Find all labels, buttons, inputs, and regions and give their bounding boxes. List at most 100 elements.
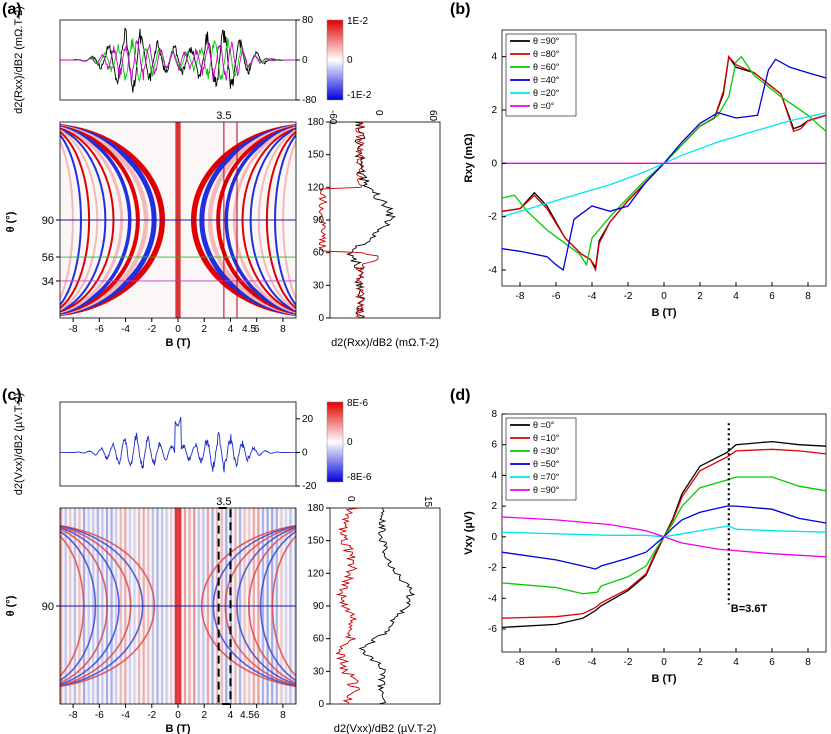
a-map-xlabel: B (T) xyxy=(165,337,190,349)
a-map-xtick-label: 4 xyxy=(228,324,234,335)
d-ytick-label: 8 xyxy=(491,409,497,420)
a-side-frame xyxy=(329,121,441,319)
c-map-marker-bottom: 4.5 xyxy=(240,710,254,721)
a-map-ytick-label: 90 xyxy=(42,215,54,227)
a-side-xtick-label: -60 xyxy=(327,110,338,125)
d-xtick-label: -8 xyxy=(516,657,525,668)
d-annotation-label: B=3.6T xyxy=(731,603,768,615)
b-xlabel: B (T) xyxy=(651,307,676,319)
a-side-xlabel: d2(Rxx)/dB2 (mΩ.T-2) xyxy=(331,337,439,349)
b-legend-label: θ =40° xyxy=(533,75,560,85)
c-colorbar-label: -8E-6 xyxy=(347,472,372,483)
b-xtick-label: 0 xyxy=(661,291,667,302)
d-xtick-label: -2 xyxy=(624,657,633,668)
c-map-box xyxy=(217,507,232,705)
d-legend-label: θ =0° xyxy=(533,420,555,430)
b-legend-label: θ =20° xyxy=(533,88,560,98)
d-legend-label: θ =10° xyxy=(533,433,560,443)
b-xtick-label: 2 xyxy=(697,291,703,302)
c-map-xtick-label: -8 xyxy=(69,710,78,721)
c-colorbar-label: 8E-6 xyxy=(347,398,369,409)
b-ytick-label: -2 xyxy=(488,212,497,223)
b-xtick-label: 6 xyxy=(769,291,775,302)
d-ytick-label: 6 xyxy=(491,440,497,451)
a-colorbar-label: 1E-2 xyxy=(347,16,369,27)
panel-c-label: (c) xyxy=(2,387,22,404)
d-legend xyxy=(505,417,577,501)
a-side-xtick-label: 60 xyxy=(427,110,438,122)
c-side-ytick-label: 90 xyxy=(313,601,325,612)
a-side-ytick-label: 60 xyxy=(313,248,325,259)
c-map-ylabel: θ (°) xyxy=(5,595,17,616)
c-side-xlabel: d2(Vxx)/dB2 (µV.T-2) xyxy=(334,723,437,734)
b-xtick-label: 4 xyxy=(733,291,739,302)
d-xtick-label: 4 xyxy=(733,657,739,668)
c-side-frame xyxy=(329,507,441,705)
a-side-series xyxy=(318,121,379,319)
a-top-series xyxy=(60,28,296,93)
c-side-ytick-label: 150 xyxy=(307,536,324,547)
a-map-xtick-label: -4 xyxy=(121,324,130,335)
c-map-ytick-label: 90 xyxy=(42,601,54,613)
a-map-xtick-label: -2 xyxy=(147,324,156,335)
c-top-ytick-label: 20 xyxy=(302,414,314,425)
c-side-ytick-label: 60 xyxy=(313,634,325,645)
b-legend-label: θ =0° xyxy=(533,101,555,111)
b-ytick-label: 2 xyxy=(491,105,497,116)
c-map-marker-top: 3.5 xyxy=(216,496,231,508)
a-map-xtick-label: 6 xyxy=(254,324,260,335)
a-map-xtick-label: 2 xyxy=(201,324,207,335)
a-map-ytick-label: 34 xyxy=(42,276,54,288)
c-top-ytick-label: -20 xyxy=(302,481,317,492)
b-ytick-label: 4 xyxy=(491,52,497,63)
c-side-ytick-label: 0 xyxy=(318,699,324,710)
d-xtick-label: 8 xyxy=(805,657,811,668)
c-side-xtick-label: 15 xyxy=(422,496,433,508)
c-colorbar-label: 0 xyxy=(347,437,353,448)
d-series-line xyxy=(501,516,827,558)
c-top-frame xyxy=(59,401,297,487)
d-ytick-label: -2 xyxy=(488,563,497,574)
d-xtick-label: 6 xyxy=(769,657,775,668)
b-ytick-label: -4 xyxy=(488,265,497,276)
d-legend-label: θ =90° xyxy=(533,485,560,495)
d-ytick-label: 0 xyxy=(491,532,497,543)
a-colorbar-label: -1E-2 xyxy=(347,90,372,101)
c-map-xtick-label: 6 xyxy=(254,710,260,721)
a-map-ylabel: θ (°) xyxy=(5,211,17,232)
d-legend-label: θ =50° xyxy=(533,459,560,469)
c-colorbar xyxy=(326,401,344,483)
b-legend xyxy=(505,33,577,117)
c-side-series xyxy=(335,507,361,705)
a-colorbar xyxy=(326,19,344,101)
b-xtick-label: 8 xyxy=(805,291,811,302)
a-side-ytick-label: 90 xyxy=(313,215,325,226)
a-map-xtick-label: 8 xyxy=(280,324,286,335)
b-legend-label: θ =90° xyxy=(533,36,560,46)
b-legend-label: θ =60° xyxy=(533,62,560,72)
a-side-ytick-label: 30 xyxy=(313,280,325,291)
b-xtick-label: -8 xyxy=(516,291,525,302)
a-side-ytick-label: 180 xyxy=(307,117,324,128)
d-legend-label: θ =30° xyxy=(533,446,560,456)
panel-a-label: (a) xyxy=(2,1,22,18)
d-ytick-label: 2 xyxy=(491,501,497,512)
c-map-xtick-label: 2 xyxy=(201,710,207,721)
c-map-xtick-label: -6 xyxy=(95,710,104,721)
a-map-marker-bottom: 4.5 xyxy=(242,324,256,335)
c-side-ytick-label: 180 xyxy=(307,503,324,514)
a-map-marker-top: 3.5 xyxy=(216,110,231,122)
c-map-xlabel: B (T) xyxy=(165,723,190,734)
d-xtick-label: 0 xyxy=(661,657,667,668)
b-ylabel: Rxy (mΩ) xyxy=(463,133,475,182)
a-map-xtick-label: -6 xyxy=(95,324,104,335)
c-map-xtick-label: -2 xyxy=(147,710,156,721)
panel-b-label: (b) xyxy=(450,1,470,18)
d-xtick-label: 2 xyxy=(697,657,703,668)
b-xtick-label: -6 xyxy=(552,291,561,302)
a-top-ytick-label: 0 xyxy=(302,55,308,66)
d-ylabel: Vxy (µV) xyxy=(463,511,475,555)
d-ytick-label: -4 xyxy=(488,593,497,604)
c-side-xtick-label: 0 xyxy=(345,496,356,502)
a-side-ytick-label: 120 xyxy=(307,182,324,193)
